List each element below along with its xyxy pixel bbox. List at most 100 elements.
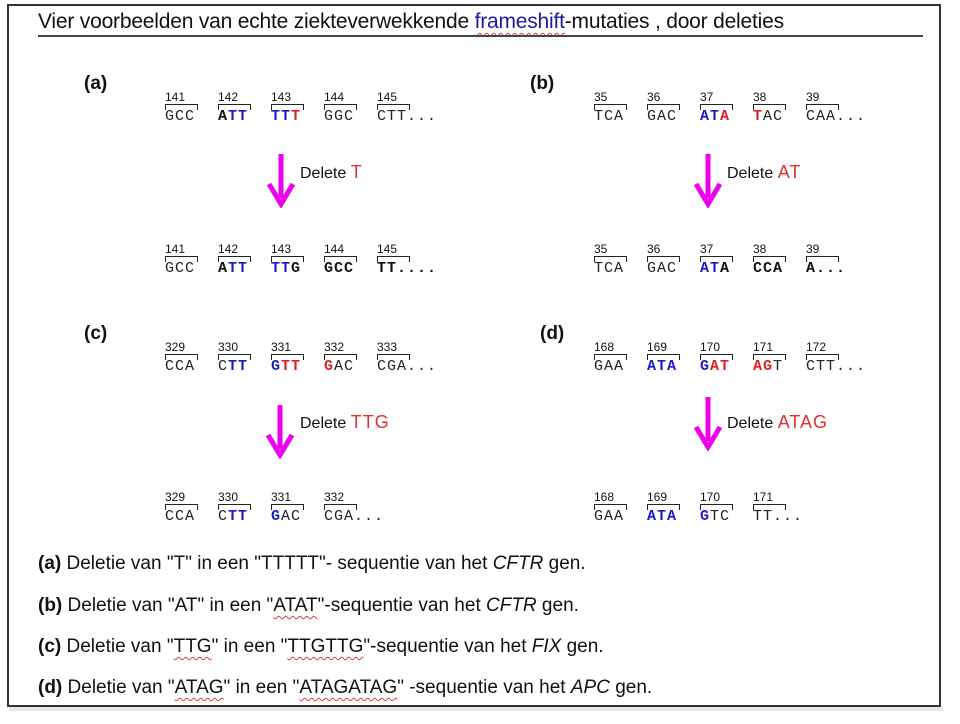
- deleted-bases: T: [350, 162, 363, 182]
- codon-number: 145: [377, 90, 398, 104]
- gene-name: APC: [570, 677, 610, 698]
- codon-bases: TT....: [377, 260, 438, 277]
- codon-number: 330: [218, 490, 239, 504]
- codon-bracket: [271, 256, 304, 262]
- codon-bases: GAC: [271, 508, 302, 525]
- codon-bracket: [647, 256, 680, 262]
- codon-number: 145: [377, 242, 398, 256]
- codon-bracket: [806, 256, 839, 262]
- codon-bracket: [753, 256, 786, 262]
- delete-word: Delete: [727, 415, 774, 432]
- caption-label: (b): [38, 595, 63, 616]
- codon-bracket: [700, 104, 733, 110]
- codon-bases: CCA: [165, 508, 196, 525]
- codon-number: 172: [806, 340, 827, 354]
- codon-bases: GAC: [647, 260, 678, 277]
- codon-bracket: [377, 354, 410, 360]
- codon-bracket: [271, 104, 304, 110]
- codon-number: 170: [700, 490, 721, 504]
- sequence-term: TTGTTG: [287, 636, 364, 657]
- codon-bases: ATT: [218, 108, 249, 125]
- codon-bracket: [324, 256, 357, 262]
- gene-name: FIX: [531, 636, 562, 657]
- gene-name: CFTR: [486, 595, 537, 616]
- codon-bases: GTT: [271, 358, 302, 375]
- codon-bracket: [753, 504, 786, 510]
- title-underline: [38, 35, 923, 37]
- codon-number: 170: [700, 340, 721, 354]
- codon-number: 171: [753, 340, 774, 354]
- codon-bracket: [700, 256, 733, 262]
- codon-bases: TCA: [594, 260, 625, 277]
- deleted-bases: ATAG: [777, 412, 829, 432]
- caption-text: " in een ": [223, 677, 300, 698]
- codon-number: 39: [806, 90, 820, 104]
- codon-bracket: [594, 354, 627, 360]
- arrow-down-icon-d: [693, 397, 723, 451]
- codon-bracket: [700, 504, 733, 510]
- codon-number: 330: [218, 340, 239, 354]
- sequence-term: ATAT: [273, 595, 318, 616]
- codon-bracket: [594, 256, 627, 262]
- codon-number: 329: [165, 340, 186, 354]
- codon-bases: CCA: [165, 358, 196, 375]
- codon-bracket: [218, 104, 251, 110]
- codon-bases: GAA: [594, 358, 625, 375]
- codon-bases: A...: [806, 260, 847, 277]
- codon-number: 329: [165, 490, 186, 504]
- sequence-term: ATAG: [174, 677, 224, 698]
- codon-number: 39: [806, 242, 820, 256]
- codon-number: 36: [647, 90, 661, 104]
- caption-d: (d) Deletie van "ATAG" in een "ATAGATAG"…: [38, 677, 652, 699]
- codon-number: 144: [324, 90, 345, 104]
- caption-label: (c): [38, 636, 62, 657]
- caption-label: (a): [38, 553, 62, 574]
- panel-a-delete-label: Delete T: [300, 162, 363, 183]
- codon-bases: GTC: [700, 508, 731, 525]
- codon-number: 38: [753, 242, 767, 256]
- codon-bases: GGC: [324, 108, 355, 125]
- codon-bracket: [165, 354, 198, 360]
- gene-name: CFTR: [492, 553, 544, 574]
- codon-bracket: [647, 504, 680, 510]
- codon-bracket: [594, 504, 627, 510]
- codon-bracket: [271, 354, 304, 360]
- panel-d-delete-label: Delete ATAG: [727, 412, 828, 433]
- codon-number: 143: [271, 90, 292, 104]
- codon-bases: CGA...: [324, 508, 385, 525]
- codon-bases: CTT...: [806, 358, 867, 375]
- codon-bases: ATA: [700, 260, 731, 277]
- codon-bracket: [377, 256, 410, 262]
- caption-text: " in een ": [211, 636, 288, 657]
- title-text-before: Vier voorbeelden van echte ziekteverwekk…: [38, 10, 475, 33]
- caption-text: gen.: [543, 553, 586, 574]
- codon-bracket: [165, 504, 198, 510]
- caption-b: (b) Deletie van "AT" in een "ATAT"-seque…: [38, 595, 579, 617]
- codon-bracket: [753, 354, 786, 360]
- deleted-bases: TTG: [350, 412, 390, 432]
- deleted-bases: AT: [777, 162, 802, 182]
- panel-a-label: (a): [84, 73, 108, 94]
- slide-title: Vier voorbeelden van echte ziekteverwekk…: [38, 10, 784, 34]
- codon-bracket: [647, 354, 680, 360]
- codon-bases: ATA: [647, 358, 678, 375]
- codon-bracket: [218, 256, 251, 262]
- codon-number: 36: [647, 242, 661, 256]
- codon-number: 331: [271, 340, 292, 354]
- codon-number: 37: [700, 90, 714, 104]
- caption-text: gen.: [536, 595, 579, 616]
- arrow-down-icon-b: [693, 154, 723, 208]
- caption-text: "-sequentie van het: [363, 636, 532, 657]
- codon-bases: GAC: [647, 108, 678, 125]
- codon-bases: TT...: [753, 508, 804, 525]
- title-highlight-frameshift: frameshift: [474, 10, 565, 33]
- codon-bases: GAA: [594, 508, 625, 525]
- codon-number: 141: [165, 242, 186, 256]
- delete-word: Delete: [727, 165, 774, 182]
- codon-number: 35: [594, 90, 608, 104]
- codon-bracket: [324, 354, 357, 360]
- codon-bracket: [218, 354, 251, 360]
- codon-bracket: [647, 104, 680, 110]
- codon-bracket: [324, 504, 357, 510]
- codon-bases: TTG: [271, 260, 302, 277]
